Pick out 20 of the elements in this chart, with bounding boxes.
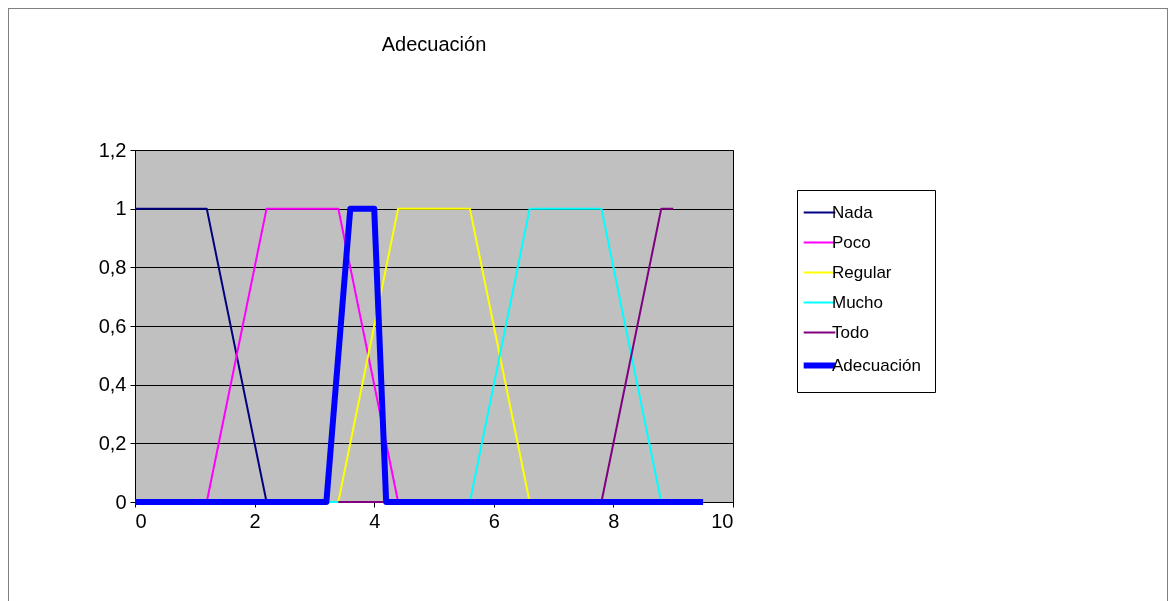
legend-label: Nada [832, 202, 874, 222]
x-tick-label: 4 [369, 509, 381, 532]
chart-title: Adecuación [381, 33, 487, 55]
legend-label: Mucho [832, 292, 884, 312]
x-tick-label: 8 [608, 509, 620, 532]
legend-label: Todo [832, 322, 869, 342]
y-tick-label: 1,2 [98, 138, 127, 161]
y-tick-label: 0,4 [98, 373, 127, 396]
x-tick-label: 6 [488, 509, 500, 532]
x-tick-label: 10 [711, 509, 734, 532]
x-tick-label: 2 [249, 509, 261, 532]
y-tick-label: 0,2 [98, 431, 127, 454]
legend-label: Poco [832, 232, 871, 252]
y-tick-label: 1 [115, 197, 127, 220]
y-tick-label: 0,8 [98, 255, 127, 278]
y-tick-label: 0,6 [98, 314, 127, 337]
y-tick-label: 0 [115, 490, 127, 513]
x-tick-label: 0 [135, 509, 147, 532]
legend-label: Adecuación [832, 355, 921, 375]
legend-label: Regular [832, 262, 892, 282]
